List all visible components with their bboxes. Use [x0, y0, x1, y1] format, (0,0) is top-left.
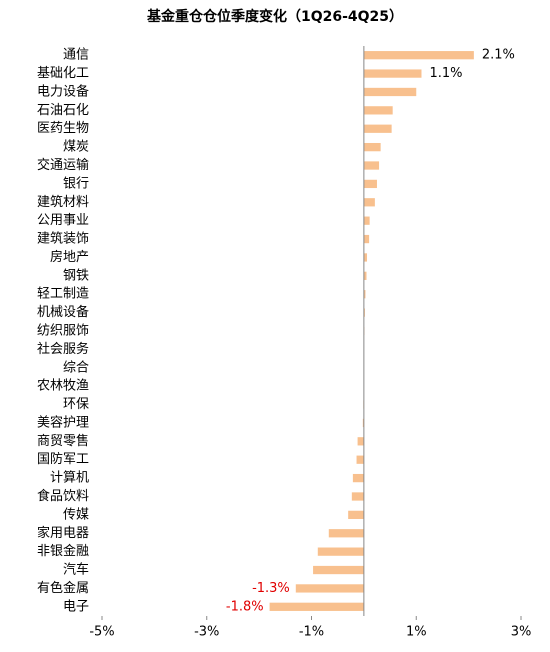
y-tick-label: 家用电器: [37, 525, 89, 541]
bar: [363, 179, 377, 189]
bar: [356, 455, 364, 464]
y-tick-label: 传媒: [63, 507, 89, 522]
data-label: -1.3%: [252, 581, 290, 596]
bar: [313, 565, 364, 575]
bar: [363, 216, 370, 225]
bar: [352, 473, 364, 483]
y-tick-label: 计算机: [50, 471, 89, 486]
bar: [357, 437, 364, 446]
bar: [363, 124, 392, 133]
y-tick-label: 煤炭: [63, 140, 89, 155]
bar: [363, 253, 368, 262]
bar: [363, 106, 393, 115]
bar: [363, 87, 417, 97]
y-tick-label: 有色金属: [37, 580, 89, 596]
x-tick-label: -3%: [194, 625, 219, 640]
y-tick-label: 环保: [63, 397, 89, 412]
y-tick-label: 房地产: [50, 249, 89, 265]
x-tick-label: 1%: [406, 625, 427, 640]
bar: [363, 161, 380, 170]
x-tick-label: -5%: [89, 625, 114, 640]
data-label: 2.1%: [482, 48, 515, 63]
y-tick-label: 通信: [63, 48, 89, 63]
y-tick-label: 非银金融: [37, 543, 89, 559]
bar: [363, 271, 367, 280]
data-label: -1.8%: [226, 599, 264, 614]
bar: [362, 418, 364, 428]
y-tick-label: 农林牧渔: [37, 379, 89, 394]
y-tick-label: 交通运输: [37, 157, 89, 173]
y-tick-label: 医药生物: [37, 121, 89, 136]
y-tick-label: 食品饮料: [37, 488, 89, 504]
y-tick-label: 石油石化: [37, 103, 89, 118]
bar: [348, 510, 364, 520]
x-tick-label: 3%: [511, 625, 532, 640]
bar: [363, 69, 422, 78]
bar: [317, 547, 364, 556]
bar: [363, 51, 474, 60]
y-tick-label: 国防军工: [37, 451, 89, 467]
bar: [363, 198, 375, 207]
data-label: 1.1%: [429, 66, 462, 81]
y-tick-label: 轻工制造: [37, 287, 89, 302]
y-tick-label: 电力设备: [37, 83, 89, 99]
bar: [269, 602, 364, 611]
bar: [363, 142, 381, 152]
y-tick-label: 机械设备: [37, 304, 89, 320]
y-tick-label: 商贸零售: [37, 433, 89, 449]
y-tick-label: 钢铁: [63, 268, 89, 283]
y-tick-label: 公用事业: [37, 213, 89, 228]
y-tick-label: 纺织服饰: [37, 324, 89, 339]
y-tick-label: 银行: [63, 176, 89, 191]
y-tick-label: 综合: [63, 360, 89, 375]
y-tick-label: 基础化工: [37, 66, 89, 81]
y-tick-label: 汽车: [63, 562, 89, 578]
bar: [363, 290, 366, 299]
bar: [328, 529, 364, 538]
y-tick-label: 电子: [63, 599, 89, 614]
x-tick-label: -1%: [299, 625, 324, 640]
y-tick-label: 建筑装饰: [37, 231, 89, 247]
bar: [351, 492, 364, 501]
bar: [295, 584, 364, 593]
y-tick-label: 建筑材料: [37, 194, 89, 210]
y-tick-label: 社会服务: [37, 341, 89, 357]
bar: [363, 308, 365, 317]
chart-title: 基金重仓仓位季度变化（1Q26-4Q25）: [147, 8, 403, 25]
bar: [363, 234, 370, 244]
y-tick-label: 美容护理: [37, 414, 89, 430]
